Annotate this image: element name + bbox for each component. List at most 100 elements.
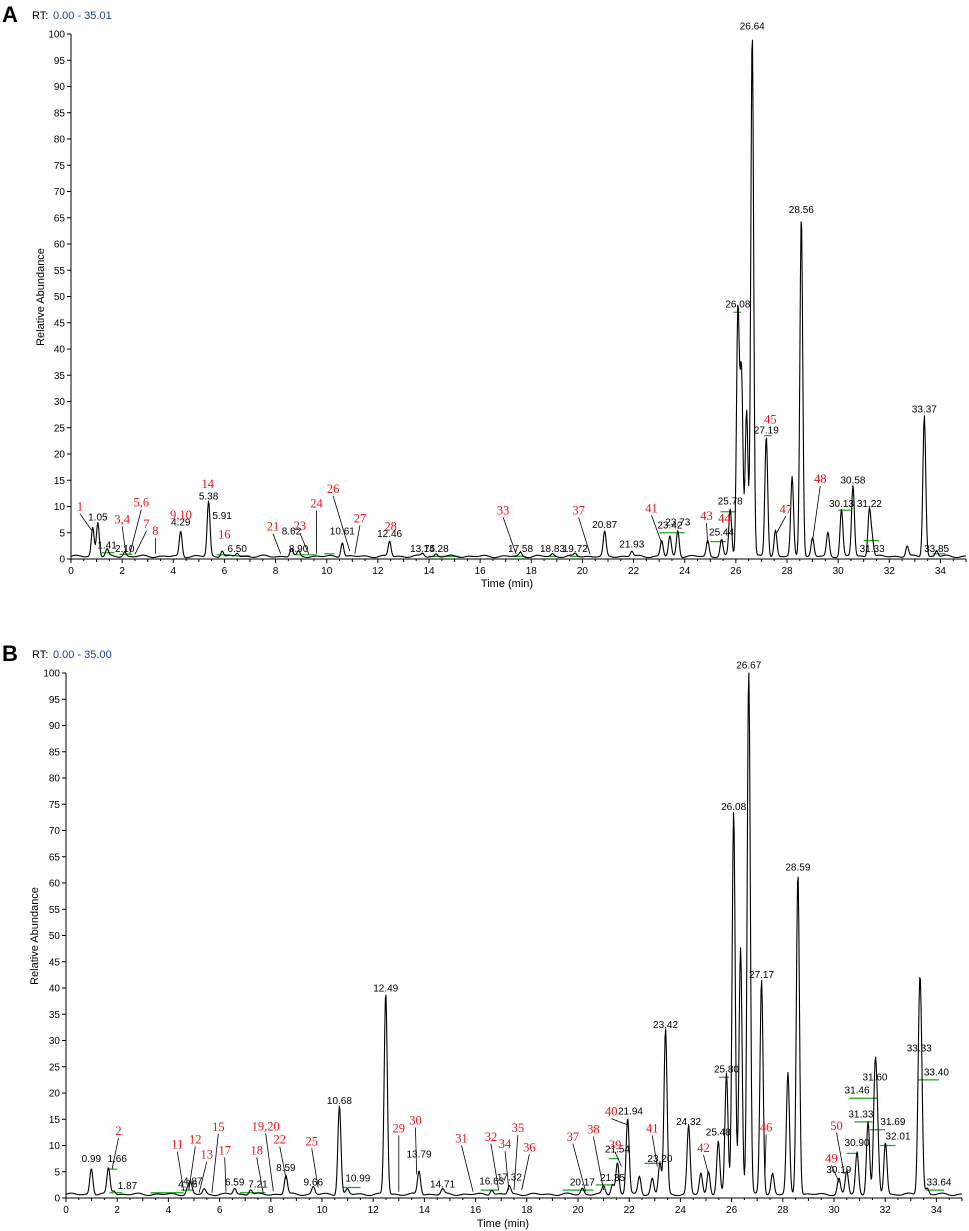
- panel-a-peak-label: 30.58: [840, 476, 865, 487]
- panel-a-peak-label: 31.22: [857, 499, 882, 510]
- panel-a-compound-leader: [79, 513, 92, 531]
- panel-b-y-tick-label: 35: [49, 1010, 61, 1021]
- panel-b-y-tick-label: 10: [49, 1141, 61, 1152]
- panel-a-compound-leader: [272, 533, 282, 554]
- panel-a-x-tick-label: 2: [119, 566, 125, 577]
- panel-a-peak-label: 14.28: [424, 544, 449, 555]
- panel-b-peak-label: 26.67: [736, 660, 761, 671]
- panel-a-peak-label: 12.46: [377, 529, 402, 540]
- panel-b-peak-label: 23.20: [647, 1154, 672, 1165]
- panel-b-peak-label: 30.19: [826, 1165, 851, 1176]
- panel-a-compound-label: 37: [572, 503, 585, 517]
- panel-a-x-tick-label: 14: [423, 566, 435, 577]
- panel-a-y-tick-label: 20: [54, 450, 66, 461]
- panel-a-compound-label: 48: [814, 472, 827, 486]
- panel-b-y-tick-label: 75: [49, 800, 61, 811]
- panel-b-compound-label: 13: [201, 1148, 214, 1162]
- panel-a-y-tick-label: 60: [54, 240, 66, 251]
- panel-b-compound-label: 25: [306, 1135, 319, 1149]
- panel-b-peak-label: 27.17: [749, 970, 774, 981]
- panel-a-compound-leader: [578, 517, 591, 555]
- panel-b-peak-label: 33.33: [907, 1044, 932, 1055]
- panel-a-compound-leader: [651, 515, 663, 544]
- panel-b-y-tick-label: 85: [49, 747, 61, 758]
- panel-a-compound-label: 33: [497, 503, 510, 517]
- panel-a-rt-range: 0.00 - 35.01: [53, 10, 112, 22]
- panel-b-peak-label: 31.46: [845, 1086, 870, 1097]
- panel-a-compound-label: 43: [700, 509, 713, 523]
- panel-b-y-tick-label: 70: [49, 826, 61, 837]
- panel-a-peak-label: 13.75: [410, 544, 435, 555]
- panel-b-peak-label: 21.54: [605, 1144, 630, 1155]
- panel-b-compound-leader: [198, 1161, 208, 1193]
- panel-b-y-tick-label: 25: [49, 1062, 61, 1073]
- panel-b-peak-label: 14.71: [430, 1180, 455, 1191]
- panel-b-compound-leader: [111, 1137, 119, 1170]
- panel-b-compound-label: 41: [646, 1121, 659, 1135]
- panel-a-y-tick-label: 50: [54, 292, 66, 303]
- panel-b-peak-label: 4.87: [183, 1176, 203, 1187]
- panel-a-compound-leader: [502, 517, 517, 554]
- panel-b-compound-leader: [256, 1157, 264, 1193]
- panel-a-y-tick-label: 10: [54, 502, 66, 513]
- panel-b-compound-leader: [224, 1157, 227, 1192]
- panel-a-compound-leader: [129, 509, 142, 554]
- panel-b-x-tick-label: 2: [114, 1205, 120, 1216]
- panel-b-x-tick-label: 26: [726, 1205, 738, 1216]
- panel-a-peak-label: 30.13: [829, 499, 854, 510]
- panel-b-peak-label: 6.59: [225, 1178, 245, 1189]
- panel-b-peak-label: 21.94: [618, 1107, 643, 1118]
- panel-a-x-tick-label: 18: [526, 566, 538, 577]
- panel-b-compound-label: 2: [115, 1124, 121, 1138]
- panel-a-y-tick-label: 70: [54, 187, 66, 198]
- panel-a-x-tick-label: 24: [679, 566, 691, 577]
- panel-a-x-tick-label: 28: [781, 566, 793, 577]
- panel-b-y-tick-label: 45: [49, 957, 61, 968]
- panel-a-x-tick-label: 12: [372, 566, 384, 577]
- panel-a-x-tick-label: 32: [884, 566, 896, 577]
- panel-b-compound-label: 17: [218, 1143, 231, 1157]
- panel-b-compound-label: 31: [455, 1131, 468, 1145]
- panel-b-x-tick-label: 32: [880, 1205, 892, 1216]
- panel-a-peak-label: 26.64: [740, 21, 765, 32]
- panel-b-compound-label: 15: [212, 1120, 225, 1134]
- panel-a-leader-lines: [79, 485, 821, 555]
- panel-b-peak-label: 31.60: [862, 1073, 887, 1084]
- panel-a-x-tick-label: 0: [68, 566, 74, 577]
- panel-b-y-tick-label: 60: [49, 879, 61, 890]
- panel-b-compound-leader: [211, 1133, 219, 1193]
- panel-a-peak-label: 28.56: [789, 205, 814, 216]
- panel-a-peak-label: 6.50: [227, 544, 247, 555]
- panel-a-compound-label: 21: [267, 520, 280, 534]
- panel-a-y-tick-label: 30: [54, 397, 66, 408]
- panel-b-peak-label: 10.68: [327, 1096, 352, 1107]
- panel-b-peak-label: 17.32: [497, 1172, 522, 1183]
- panel-a-y-tick-label: 80: [54, 135, 66, 146]
- panel-b-y-tick-label: 5: [54, 1167, 60, 1178]
- panel-a-y-tick-label: 5: [59, 528, 65, 539]
- panel-b-peak-label: 4.76: [178, 1180, 198, 1191]
- panel-b-compound-label: 11: [171, 1138, 183, 1152]
- panel-b-compound-leader: [513, 1134, 519, 1191]
- panel-a-x-tick-label: 10: [321, 566, 333, 577]
- panel-b-compound-label: 35: [512, 1121, 525, 1135]
- panel-b-y-tick-label: 55: [49, 905, 61, 916]
- panel-b-compound-label: 37: [567, 1130, 580, 1144]
- panel-a-y-tick-label: 0: [59, 555, 65, 566]
- panel-b-compound-label: 18: [250, 1143, 263, 1157]
- panel-b-x-tick-label: 4: [166, 1205, 172, 1216]
- panel-b-compound-label: 50: [830, 1119, 843, 1133]
- panel-b-peak-label: 12.49: [373, 983, 398, 994]
- panel-a-peak-label: 10.61: [330, 526, 355, 537]
- panel-a-peak-label: 19.72: [563, 544, 588, 555]
- panel-a-peak-label: 8.90: [289, 544, 309, 555]
- panel-b-x-axis-label: Time (min): [477, 1218, 529, 1230]
- panel-b-compound-leader: [415, 1127, 418, 1175]
- panel-b-peak-label: 8.59: [276, 1163, 296, 1174]
- panel-b-y-tick-label: 20: [49, 1089, 61, 1100]
- panel-b-compound-leader: [490, 1143, 500, 1191]
- panel-a-compound-leader: [776, 516, 787, 533]
- panel-b-compound-label: 40: [605, 1105, 618, 1119]
